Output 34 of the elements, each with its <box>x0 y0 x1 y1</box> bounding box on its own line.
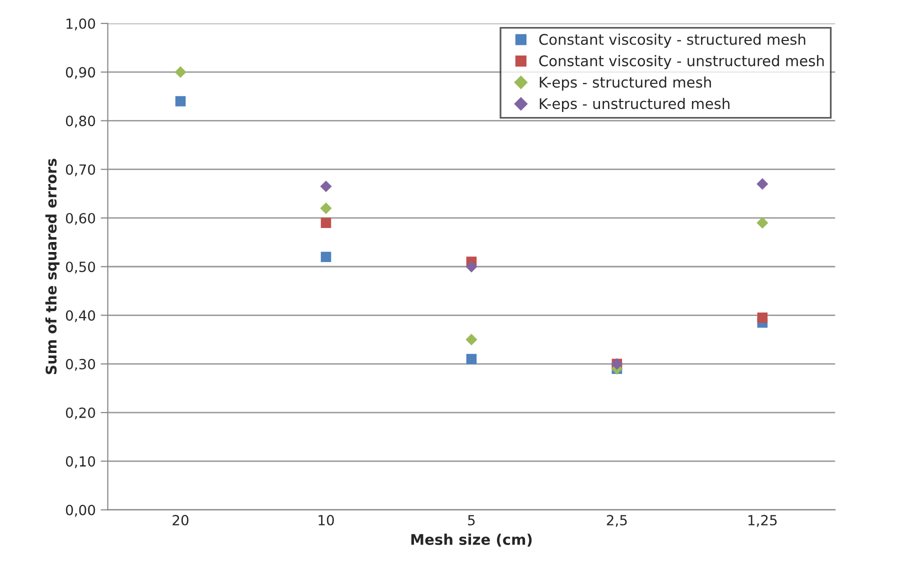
x-tick-label: 5 <box>468 515 475 526</box>
y-tick-label: 0,80 <box>66 116 96 128</box>
y-tick-label: 0,50 <box>66 262 96 274</box>
x-axis-title: Mesh size (cm) <box>411 534 532 547</box>
x-tick-label: 10 <box>318 514 334 526</box>
y-tick-label: 0,70 <box>66 164 96 176</box>
x-tick-label: 2,5 <box>606 514 627 527</box>
legend-label: Constant viscosity - structured mesh <box>539 34 806 48</box>
legend-label: Constant viscosity - unstructured mesh <box>539 55 824 70</box>
point <box>466 260 478 272</box>
legend-label: K-eps - structured mesh <box>540 76 711 91</box>
point <box>175 96 186 106</box>
point <box>757 312 768 323</box>
point <box>320 252 332 262</box>
point <box>320 180 332 192</box>
x-tick-label: 20 <box>172 514 188 526</box>
y-axis-title: Sum of the squared errors <box>45 158 60 374</box>
y-tick-label: 0,30 <box>66 358 96 371</box>
point <box>466 354 477 364</box>
point <box>320 218 332 228</box>
y-tick-label: 1,00 <box>66 18 96 30</box>
x-tick-label: 1,25 <box>748 514 777 527</box>
y-tick-label: 0,20 <box>66 408 96 420</box>
point <box>756 178 768 190</box>
point <box>174 66 186 78</box>
point <box>320 202 332 214</box>
point <box>466 334 478 346</box>
y-tick-label: 0,60 <box>66 212 96 225</box>
y-tick-label: 0,00 <box>66 504 96 517</box>
y-tick-label: 0,10 <box>66 456 96 468</box>
y-tick-label: 0,40 <box>66 310 96 322</box>
legend-label: K-eps - unstructured mesh <box>540 98 730 112</box>
point <box>756 217 768 229</box>
y-tick-label: 0,90 <box>66 67 96 79</box>
